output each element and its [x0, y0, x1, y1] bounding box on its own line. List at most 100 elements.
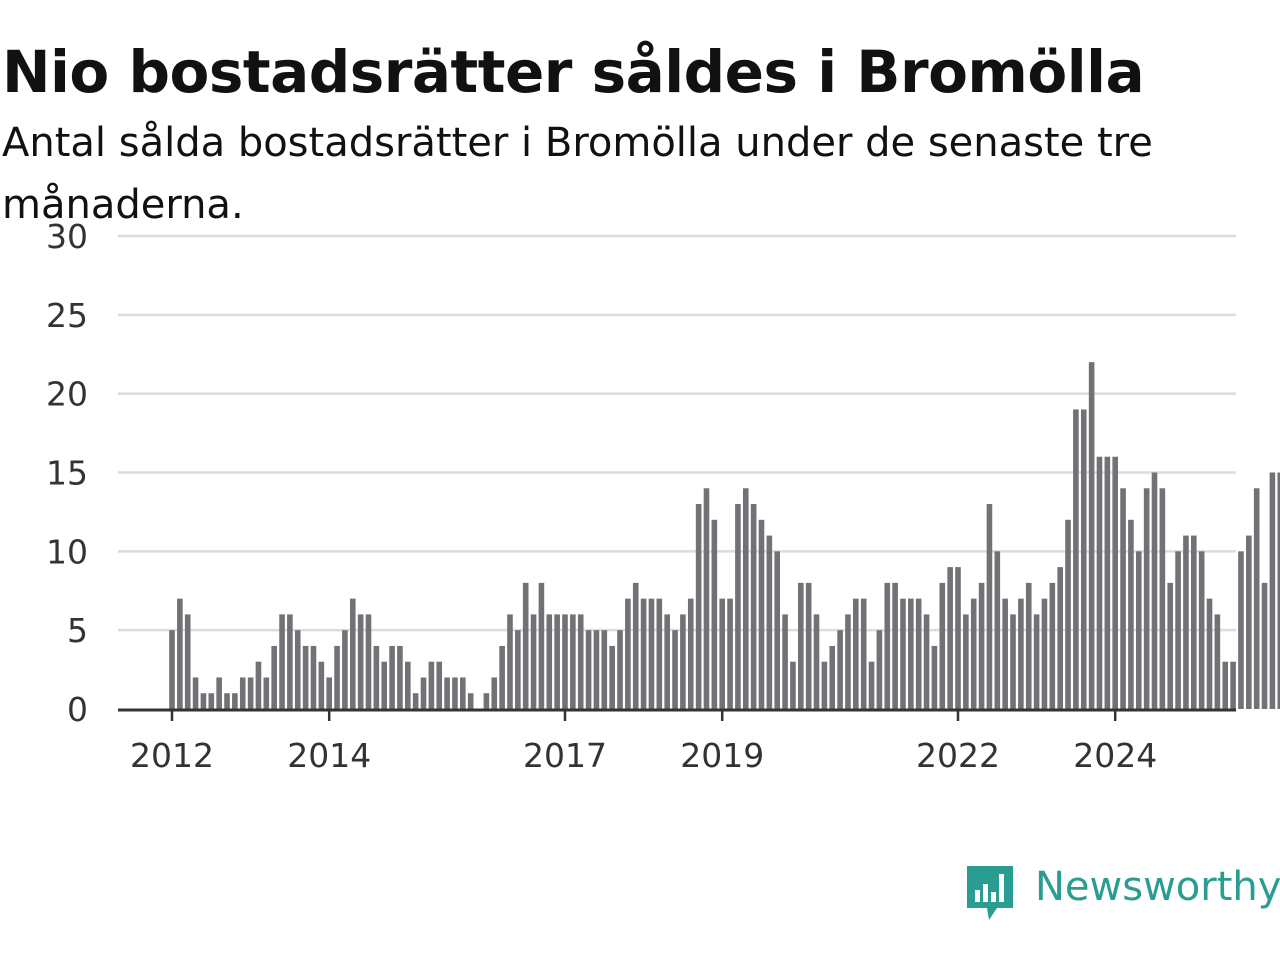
bar [1080, 409, 1087, 709]
bar [334, 645, 340, 709]
bar [805, 582, 812, 709]
bar [1088, 362, 1095, 709]
bar [1120, 488, 1126, 709]
bar [931, 645, 938, 709]
x-tick-label: 2012 [130, 736, 214, 775]
bar [1261, 582, 1268, 709]
bar [397, 645, 403, 709]
bar [1183, 535, 1189, 709]
bar [1246, 535, 1252, 709]
page-title: Nio bostadsrätter såldes i Bromölla [2, 38, 1145, 106]
bar [507, 614, 513, 709]
bar [467, 693, 474, 709]
bar [656, 598, 663, 709]
bar [428, 661, 435, 709]
bar [279, 614, 285, 709]
bar [853, 598, 859, 709]
bar [632, 582, 639, 709]
bar [648, 598, 655, 709]
bar [719, 598, 725, 709]
bar [813, 614, 820, 709]
bar [1253, 488, 1260, 709]
bar [562, 614, 568, 709]
y-tick-label: 5 [67, 611, 88, 650]
y-tick-label: 20 [46, 375, 88, 414]
bar [208, 693, 215, 709]
bar [294, 630, 301, 709]
bar [452, 677, 458, 709]
bar [860, 598, 867, 709]
bar [342, 630, 348, 709]
bar [766, 535, 773, 709]
bar [546, 614, 553, 709]
bar [963, 614, 969, 709]
bar [349, 598, 356, 709]
x-axis-ticks: 2012 2014 2017 2019 2022 2024 [130, 710, 1157, 775]
bar [1206, 598, 1213, 709]
bar [687, 598, 694, 709]
bar [499, 645, 505, 709]
bar [900, 598, 906, 709]
bar [357, 614, 364, 709]
bar [365, 614, 372, 709]
bar [232, 693, 238, 709]
bar [554, 614, 560, 709]
y-tick-label: 15 [46, 454, 88, 493]
bar [994, 551, 1001, 709]
bar [892, 582, 898, 709]
bar [420, 677, 427, 709]
bar [1159, 488, 1166, 709]
bar [1112, 456, 1118, 709]
bar [1096, 456, 1103, 709]
bar [444, 677, 450, 709]
y-tick-label: 10 [46, 532, 88, 571]
bar [845, 614, 851, 709]
bar [515, 630, 521, 709]
bar [774, 551, 781, 709]
bar [1175, 551, 1181, 709]
y-tick-label: 25 [46, 296, 88, 335]
bar [1018, 598, 1024, 709]
bar [829, 645, 836, 709]
bar [1198, 551, 1205, 709]
bar-chart-speech-icon [967, 866, 1013, 920]
y-tick-label: 30 [46, 217, 88, 256]
bar [1049, 582, 1056, 709]
bar [1230, 661, 1236, 709]
bar [617, 630, 623, 709]
bar [255, 661, 262, 709]
bar [1151, 472, 1158, 709]
bar [915, 598, 922, 709]
bar [247, 677, 254, 709]
bar [1065, 519, 1071, 709]
bar [876, 630, 883, 709]
bar [460, 677, 466, 709]
bar [373, 645, 380, 709]
bar [1057, 567, 1063, 709]
bar [577, 614, 584, 709]
y-tick-label: 0 [67, 690, 88, 729]
bars [169, 362, 1280, 709]
bar [821, 661, 828, 709]
brand-name: Newsworthy [1035, 864, 1280, 910]
bar [884, 582, 891, 709]
bar [1269, 472, 1276, 709]
bar [798, 582, 804, 709]
bar [664, 614, 670, 709]
x-tick-label: 2017 [523, 736, 607, 775]
x-tick-label: 2022 [916, 736, 1000, 775]
bar [609, 645, 615, 709]
bar [491, 677, 498, 709]
bar [381, 661, 388, 709]
bar [239, 677, 246, 709]
bar [625, 598, 631, 709]
bar [1143, 488, 1150, 709]
bar [585, 630, 592, 709]
bar [1025, 582, 1032, 709]
bar [782, 614, 788, 709]
bar [923, 614, 930, 709]
bar [1238, 551, 1244, 709]
bar [742, 488, 749, 709]
bar [986, 504, 993, 709]
